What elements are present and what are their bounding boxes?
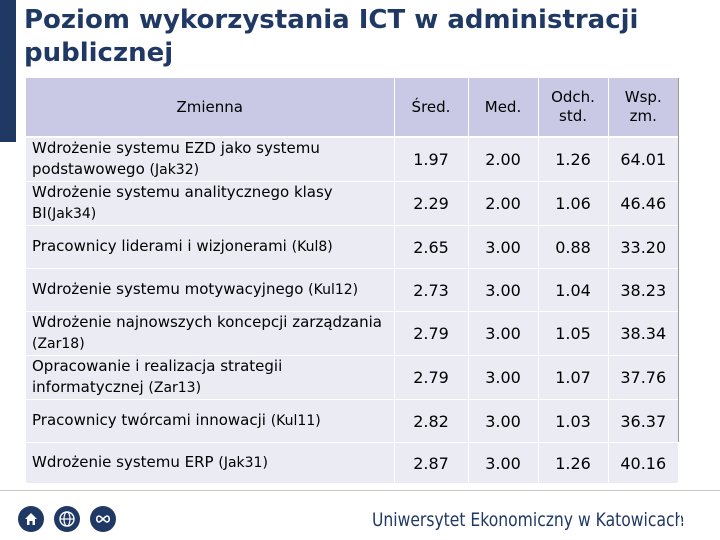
std-dev-cell: 1.07: [537, 355, 608, 400]
coef-var-cell: 37.76: [607, 355, 678, 400]
variable-name: Wdrożenie systemu ERP: [32, 453, 219, 471]
header-variable: Zmienna: [26, 78, 394, 138]
variable-code: (Kul11): [270, 413, 321, 429]
coef-var-cell: 33.20: [607, 225, 678, 269]
variable-code: (Kul8): [291, 239, 333, 255]
statistics-table: Zmienna Śred. Med. Odch. std. Wsp. zm. W…: [26, 78, 678, 483]
median-cell: 3.00: [467, 442, 538, 483]
table-header-row: Zmienna Śred. Med. Odch. std. Wsp. zm.: [26, 78, 678, 138]
median-cell: 3.00: [467, 355, 538, 400]
std-dev-cell: 1.05: [537, 311, 608, 356]
coef-var-cell: 38.23: [607, 268, 678, 312]
variable-cell: Wdrożenie systemu motywacyjnego (Kul12): [26, 268, 394, 312]
variable-cell: Wdrożenie systemu ERP (Jak31): [26, 442, 394, 483]
median-cell: 2.00: [467, 136, 538, 182]
home-icon[interactable]: [18, 506, 44, 532]
variable-cell: Opracowanie i realizacja strategii infor…: [26, 355, 394, 400]
footer-icon-group: [18, 506, 116, 532]
variable-name: Pracownicy liderami i wizjonerami: [32, 237, 292, 255]
variable-cell: Wdrożenie najnowszych koncepcji zarządza…: [26, 311, 394, 356]
variable-name: Wdrożenie najnowszych koncepcji zarządza…: [32, 313, 382, 331]
median-cell: 3.00: [467, 399, 538, 443]
median-cell: 3.00: [467, 268, 538, 312]
table-row: Wdrożenie systemu motywacyjnego (Kul12) …: [26, 268, 678, 312]
variable-cell: Pracownicy liderami i wizjonerami (Kul8): [26, 225, 394, 269]
mean-cell: 2.65: [393, 225, 468, 269]
coef-var-cell: 38.34: [607, 311, 678, 356]
variable-name: Opracowanie i realizacja strategii infor…: [32, 357, 283, 396]
mean-cell: 2.79: [393, 311, 468, 356]
median-cell: 2.00: [467, 181, 538, 226]
header-median: Med.: [467, 78, 538, 138]
variable-code: (Zar13): [148, 380, 202, 396]
variable-cell: Pracownicy twórcami innowacji (Kul11): [26, 399, 394, 443]
globe-icon[interactable]: [54, 506, 80, 532]
table-row: Opracowanie i realizacja strategii infor…: [26, 355, 678, 400]
variable-cell: Wdrożenie systemu EZD jako systemu podst…: [26, 136, 394, 182]
std-dev-cell: 0.88: [537, 225, 608, 269]
page-number: 12: [676, 512, 693, 527]
variable-name: Pracownicy twórcami innowacji: [32, 411, 271, 429]
std-dev-cell: 1.26: [537, 442, 608, 483]
std-dev-cell: 1.06: [537, 181, 608, 226]
std-dev-cell: 1.03: [537, 399, 608, 443]
footer-divider: [0, 490, 720, 491]
mean-cell: 1.97: [393, 136, 468, 182]
mean-cell: 2.73: [393, 268, 468, 312]
table-row: Wdrożenie najnowszych koncepcji zarządza…: [26, 311, 678, 356]
page-title: Poziom wykorzystania ICT w administracji…: [24, 5, 639, 68]
table-row: Wdrożenie systemu ERP (Jak31) 2.87 3.00 …: [26, 442, 678, 483]
variable-code: (Zar18): [32, 336, 85, 352]
variable-name: Wdrożenie systemu EZD jako systemu podst…: [32, 139, 320, 178]
median-cell: 3.00: [467, 225, 538, 269]
mean-cell: 2.82: [393, 399, 468, 443]
mean-cell: 2.29: [393, 181, 468, 226]
std-dev-cell: 1.26: [537, 136, 608, 182]
infinity-icon[interactable]: [90, 506, 116, 532]
mean-cell: 2.87: [393, 442, 468, 483]
coef-var-cell: 36.37: [607, 399, 678, 443]
table-row: Wdrożenie systemu EZD jako systemu podst…: [26, 136, 678, 182]
coef-var-cell: 40.16: [607, 442, 678, 483]
variable-code: (Jak32): [149, 162, 200, 178]
variable-code: (Kul12): [308, 282, 359, 298]
header-mean: Śred.: [393, 78, 468, 138]
variable-cell: Wdrożenie systemu analitycznego klasy BI…: [26, 181, 394, 226]
table-right-edge: [678, 78, 679, 442]
variable-code: (Jak31): [218, 455, 268, 471]
variable-name: Wdrożenie systemu motywacyjnego: [32, 280, 309, 298]
median-cell: 3.00: [467, 311, 538, 356]
left-accent-bar: [0, 0, 16, 142]
mean-cell: 2.79: [393, 355, 468, 400]
coef-var-cell: 46.46: [607, 181, 678, 226]
table-row: Pracownicy liderami i wizjonerami (Kul8)…: [26, 225, 678, 269]
table-row: Wdrożenie systemu analitycznego klasy BI…: [26, 181, 678, 226]
header-coef-var: Wsp. zm.: [607, 78, 678, 138]
header-std-dev: Odch. std.: [537, 78, 608, 138]
coef-var-cell: 64.01: [607, 136, 678, 182]
variable-name: Wdrożenie systemu analitycznego klasy BI: [32, 183, 333, 222]
variable-code: (Jak34): [46, 206, 97, 222]
table-row: Pracownicy twórcami innowacji (Kul11) 2.…: [26, 399, 678, 443]
university-name: Uniwersytet Ekonomiczny w Katowicach: [372, 509, 685, 531]
std-dev-cell: 1.04: [537, 268, 608, 312]
